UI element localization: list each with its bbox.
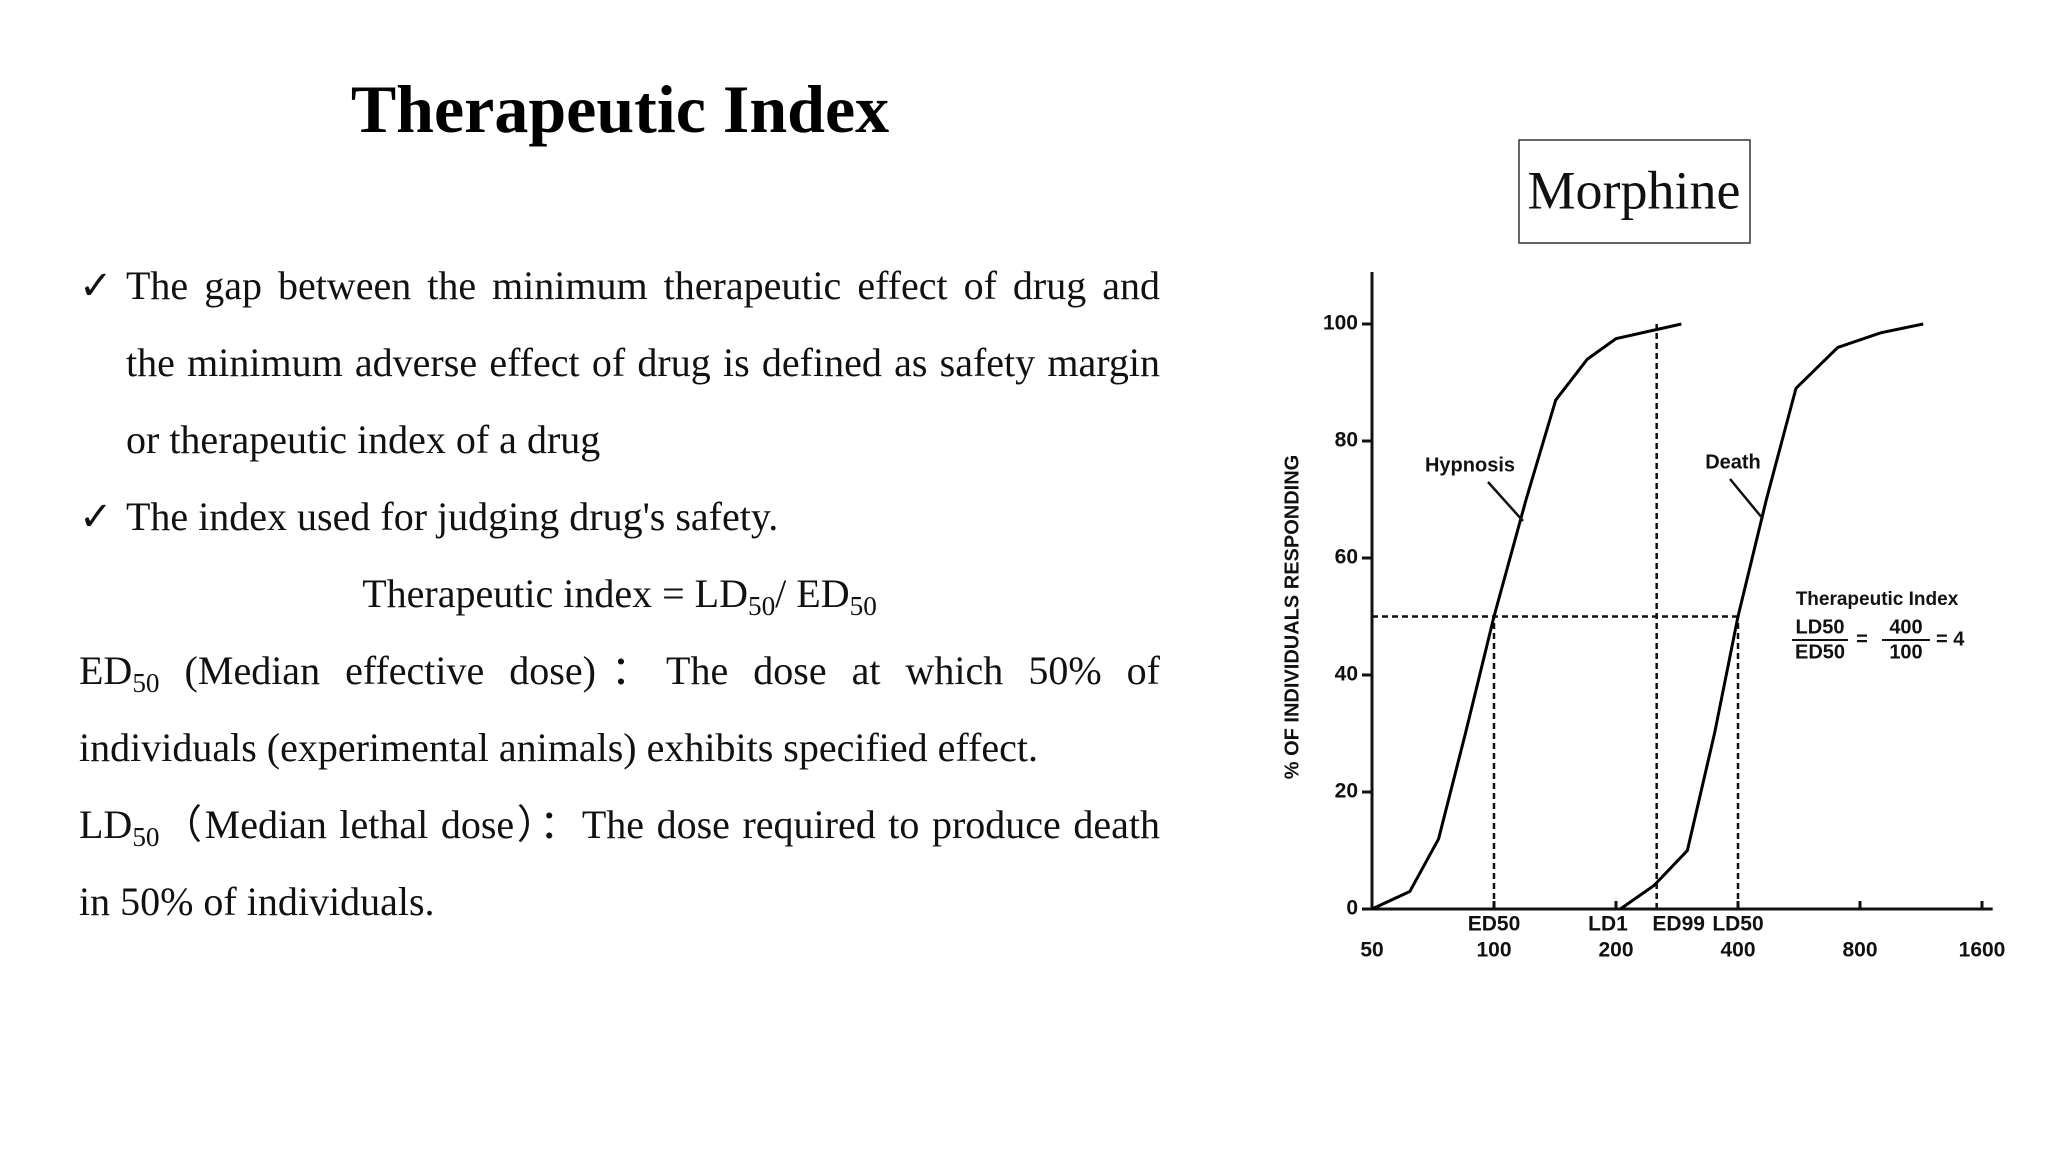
formula-text: / ED (775, 571, 850, 616)
ti-numerator: 400 (1889, 616, 1922, 638)
bullet: ✓ The index used for judging drug's safet… (79, 478, 1160, 555)
annotation-arrow (1487, 481, 1524, 522)
bullet-text: The index used for judging drug's safety… (126, 494, 779, 539)
ti-equals: = (1856, 628, 1868, 650)
y-tick-label: 80 (1335, 429, 1358, 452)
definition: ED50 (Median effective dose)：The dose at… (79, 632, 1160, 786)
definition-text: （Median lethal dose）：The dose required t… (79, 802, 1160, 924)
chart-title: Morphine (1528, 160, 1741, 220)
bullet-text: The gap between the minimum therapeutic … (126, 263, 1160, 462)
series-label: Death (1705, 451, 1761, 473)
curve (1371, 322, 1682, 911)
formula-text: Therapeutic index = LD (362, 571, 748, 616)
y-tick-label: 100 (1323, 312, 1358, 335)
formula: Therapeutic index = LD50/ ED50 (79, 555, 1160, 632)
ti-result: = 4 (1936, 628, 1965, 650)
slide-body: ✓ The gap between the minimum therapeutic… (79, 247, 1160, 940)
subscript: 50 (132, 822, 160, 853)
bullet: ✓ The gap between the minimum therapeutic… (79, 247, 1160, 478)
bullet-marker: ✓ (79, 494, 113, 539)
x-tick-label: 400 (1720, 939, 1755, 962)
ti-numerator: LD50 (1796, 616, 1845, 638)
y-tick-label: 60 (1335, 546, 1358, 569)
x-tick-label: 1600 (1959, 939, 2006, 962)
y-tick-label: 20 (1335, 780, 1358, 803)
ti-denominator: 100 (1889, 641, 1922, 663)
ti-denominator: ED50 (1795, 641, 1845, 663)
y-tick-label: 0 (1346, 897, 1358, 920)
dose-label: ED99 (1652, 913, 1705, 936)
term: ED (79, 648, 133, 693)
subscript: 50 (849, 591, 877, 622)
dose-label: LD50 (1712, 913, 1763, 936)
term: LD (79, 802, 133, 847)
definition-text: (Median effective dose)：The dose at whic… (79, 648, 1160, 770)
ti-title: Therapeutic Index (1796, 589, 1959, 610)
dose-label: LD1 (1588, 913, 1628, 936)
subscript: 50 (132, 668, 160, 699)
curve (1619, 322, 1924, 911)
x-tick-label: 100 (1476, 939, 1511, 962)
title-box (1518, 139, 1751, 244)
annotation-arrow (1729, 478, 1764, 520)
series-label: Hypnosis (1425, 454, 1515, 476)
x-tick-label: 800 (1842, 939, 1877, 962)
slide-title: Therapeutic Index (350, 71, 890, 147)
y-tick-label: 40 (1335, 663, 1358, 686)
x-tick-label: 200 (1598, 939, 1633, 962)
definition: LD50（Median lethal dose）：The dose requir… (79, 786, 1160, 940)
bullet-marker: ✓ (79, 263, 113, 308)
x-tick-label: 50 (1360, 939, 1383, 962)
subscript: 50 (747, 591, 776, 622)
y-axis-label: % OF INDIVIDUALS RESPONDING (1281, 455, 1303, 779)
dose-label: ED50 (1468, 913, 1521, 936)
